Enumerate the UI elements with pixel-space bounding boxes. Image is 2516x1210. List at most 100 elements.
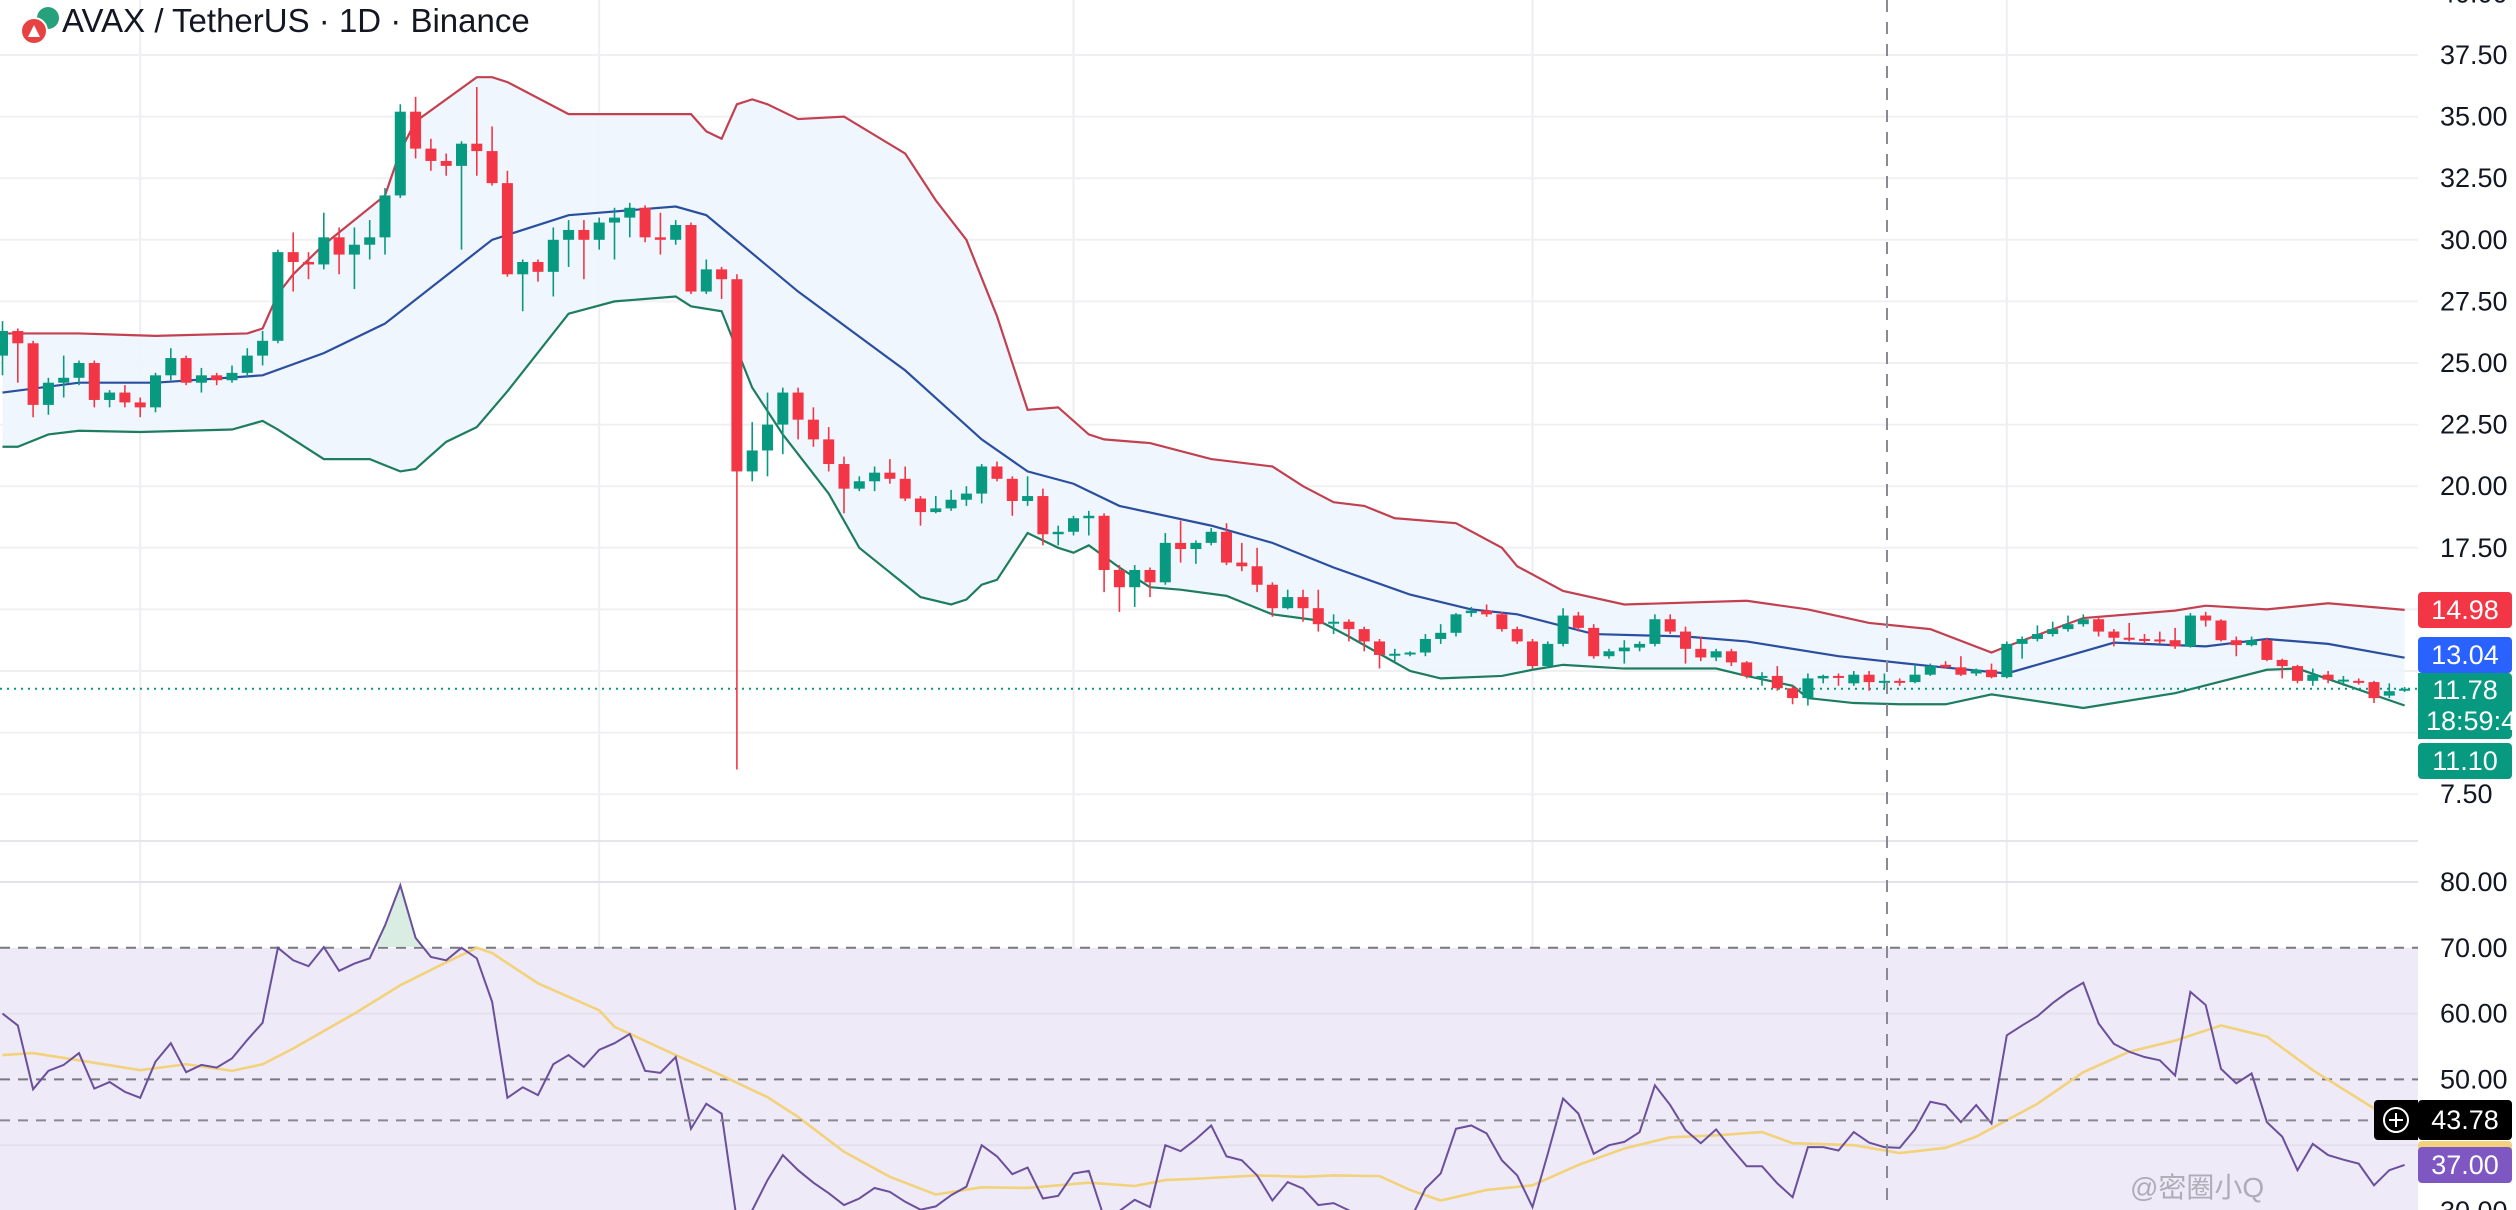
candle [899,466,911,501]
candle [991,461,1003,482]
candle-body [639,207,651,238]
candle [134,397,146,418]
rsi-axis-label: 30.00 [2440,1196,2508,1210]
candle-body [425,148,437,161]
candle [1389,648,1401,662]
candle-body [1496,614,1508,630]
candle [1771,666,1783,691]
bar-countdown: 18:59:4 [2426,706,2516,736]
candle [853,476,865,492]
candle-body [578,229,590,240]
candle [1129,565,1141,607]
candle [1542,641,1554,669]
candle-body [2261,640,2273,660]
candle [1328,614,1340,635]
candle [150,372,161,413]
last-price-tag: 11.78 18:59:4 [2418,673,2516,739]
candle [563,220,575,267]
candle [42,377,54,415]
candle-body [1328,621,1340,624]
symbol-logo [20,7,59,45]
candle [746,422,758,482]
candle-body [1297,597,1309,609]
candle [1863,671,1875,691]
candle [1741,661,1753,679]
candle-body [12,330,24,344]
candle [364,220,376,260]
candle-body [1404,652,1416,655]
bb-lower-price-tag: 11.10 [2418,743,2512,779]
candle-body [1894,680,1906,683]
candle-body [364,237,376,245]
candle-body [1435,632,1447,639]
candle-body [1725,651,1737,663]
candle [119,385,131,408]
candle-body [1450,614,1462,633]
candle [1955,656,1967,676]
candle [1572,611,1584,632]
candle-body [823,439,835,465]
price-pane[interactable] [0,76,2418,770]
candle-body [2337,679,2349,682]
candle [1557,608,1569,647]
candle [1419,634,1431,657]
rsi-pane[interactable] [0,881,2418,1210]
candle-body [2047,629,2059,635]
candle [1205,528,1217,546]
candle [1618,640,1630,664]
candle-body [1251,566,1263,585]
candle-body [1389,653,1401,656]
candle [333,227,345,275]
candle [104,390,116,408]
candle-body [2169,640,2181,647]
candle-body [2139,638,2150,641]
candle-body [884,472,896,479]
candle [2383,683,2395,699]
candle-body [1343,621,1355,630]
candle [578,220,590,280]
candle-body [1068,518,1079,532]
candle [532,259,544,282]
candle [2108,629,2120,647]
candle-body [134,402,146,408]
candle [27,340,39,418]
candle-body [150,375,161,408]
candle [1022,476,1034,506]
candle-body [700,269,712,292]
candle-body [1190,542,1202,550]
candle-body [991,466,1003,479]
candle-body [2108,631,2120,638]
candle [1190,540,1202,564]
candle [1343,619,1355,642]
candle-body [1205,531,1217,543]
candle [165,348,177,381]
candle-body [119,392,131,403]
candle [869,466,881,492]
candle [180,355,192,386]
last-price-value: 11.78 [2432,675,2498,705]
candle-body [746,450,758,472]
axes: 40.00 37.50 35.00 32.50 30.00 27.50 25.00 22.50… [2440,0,2508,1210]
candle [1404,651,1416,657]
candle-body [2215,620,2227,641]
candle [1098,513,1110,593]
candle [2246,636,2258,647]
candle [1603,648,1615,659]
candle [838,456,850,514]
candle [195,367,207,393]
candle [1848,671,1860,686]
candle [2184,613,2196,648]
candle [1787,685,1799,705]
candle-body [777,392,789,425]
candle-body [394,111,406,196]
candle [287,232,299,292]
candle-body [1557,615,1569,644]
candle-body [2383,691,2395,696]
candle [2307,668,2319,686]
candle-body [976,466,988,494]
candle-body [73,363,85,378]
price-axis-label: 25.00 [2440,348,2508,378]
candle [241,348,253,378]
crosshair-add-button[interactable] [2374,1100,2418,1140]
